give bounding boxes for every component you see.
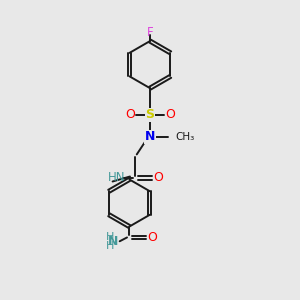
- Text: O: O: [165, 108, 175, 121]
- Text: N: N: [145, 130, 155, 143]
- Text: CH₃: CH₃: [175, 132, 194, 142]
- Text: S: S: [146, 108, 154, 121]
- Text: HN: HN: [107, 172, 125, 184]
- Text: O: O: [125, 108, 135, 121]
- Text: H: H: [106, 232, 114, 242]
- Text: N: N: [108, 235, 119, 248]
- Text: F: F: [147, 26, 153, 39]
- Text: H: H: [106, 241, 114, 251]
- Text: O: O: [147, 231, 157, 244]
- Text: O: O: [153, 172, 163, 184]
